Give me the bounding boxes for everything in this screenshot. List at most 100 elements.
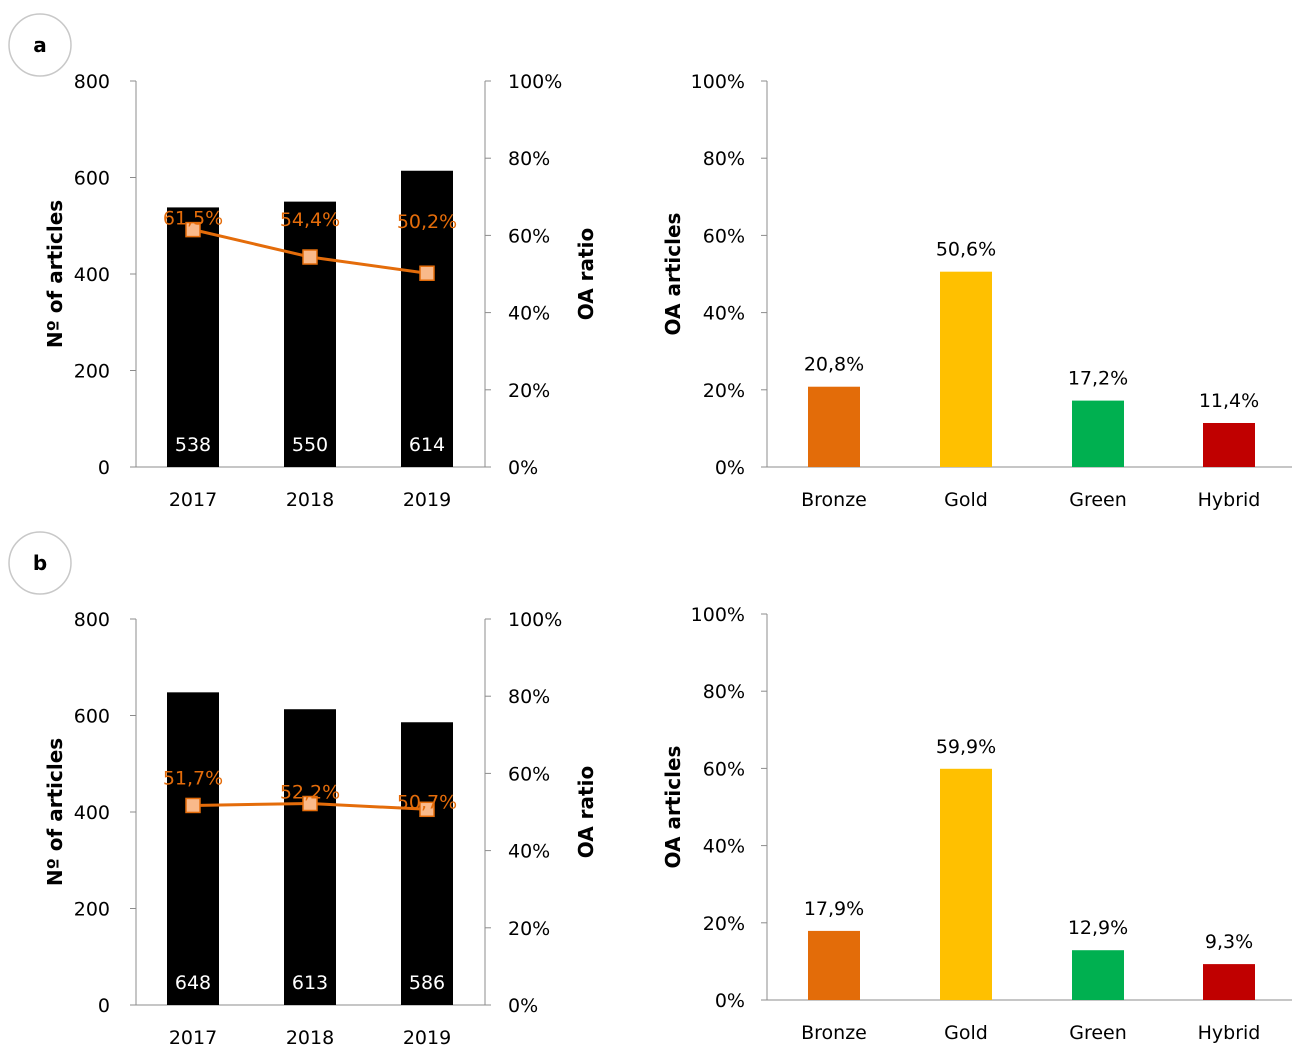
y-tick-label: 40% [703, 303, 745, 325]
oa-ratio-label: 61,5% [163, 208, 223, 230]
y-tick-label-right: 60% [508, 763, 550, 785]
y-tick-label-left: 200 [74, 361, 110, 383]
y-axis-title: OA articles [661, 746, 685, 869]
oa-type-bar [808, 930, 860, 1000]
oa-type-bar [808, 386, 860, 467]
article-count-bar [401, 722, 453, 1005]
y-tick-label-left: 0 [98, 995, 110, 1017]
x-tick-label: 2019 [403, 489, 451, 511]
y-tick-label-left: 600 [74, 706, 110, 728]
y-tick-label-left: 0 [98, 457, 110, 479]
panel-a-label: a [33, 33, 47, 57]
oa-ratio-label: 50,7% [397, 791, 457, 813]
oa-type-bar [940, 271, 992, 467]
y-tick-label-left: 800 [74, 71, 110, 93]
article-count-bar [167, 207, 219, 468]
chart-a-oa-types: 100% 80% 60% 40% 20% 0% OA articles 20,8% Bronze… [661, 71, 1292, 511]
y-axis-title-right: OA ratio [574, 228, 598, 320]
bar-value-label: 614 [409, 434, 445, 456]
y-axis-title-left: Nº of articles [43, 200, 67, 348]
y-tick-label-right: 40% [508, 303, 550, 325]
chart-a-articles-ratio: 800 600 400 200 0 100% 80% 60% 40% 20% 0% Nº of art… [43, 71, 598, 511]
bar-value-label: 538 [175, 434, 211, 456]
y-tick-label-left: 600 [74, 168, 110, 190]
y-tick-label: 60% [703, 225, 745, 247]
y-tick-label: 80% [703, 681, 745, 703]
oa-type-bar [1072, 950, 1124, 1000]
y-axis-title: OA articles [661, 213, 685, 336]
oa-type-value-label: 12,9% [1068, 917, 1128, 939]
panel-a-badge: a [8, 13, 72, 77]
y-tick-label-right: 60% [508, 225, 550, 247]
x-tick-label: Gold [944, 1022, 988, 1044]
oa-ratio-label: 51,7% [163, 767, 223, 789]
y-tick-label: 100% [691, 604, 745, 626]
oa-type-value-label: 20,8% [804, 354, 864, 376]
y-tick-label-right: 20% [508, 380, 550, 402]
panel-b-label: b [33, 551, 47, 575]
oa-type-value-label: 17,2% [1068, 368, 1128, 390]
oa-ratio-marker [419, 265, 435, 281]
oa-type-value-label: 9,3% [1205, 931, 1253, 953]
y-tick-label-right: 80% [508, 686, 550, 708]
oa-ratio-marker [185, 221, 201, 238]
y-tick-label: 20% [703, 380, 745, 402]
x-tick-label: 2019 [403, 1027, 451, 1049]
oa-type-bar [1072, 400, 1124, 467]
y-tick-label: 40% [703, 836, 745, 858]
bar-value-label: 586 [409, 972, 445, 994]
x-tick-label: 2018 [286, 489, 334, 511]
x-tick-label: 2017 [169, 489, 217, 511]
y-tick-label-left: 400 [74, 802, 110, 824]
oa-ratio-label: 54,4% [280, 209, 340, 231]
y-tick-label: 20% [703, 913, 745, 935]
y-tick-label-right: 80% [508, 148, 550, 170]
x-tick-label: Green [1069, 1022, 1127, 1044]
y-tick-label: 100% [691, 71, 745, 93]
bar-value-label: 550 [292, 434, 328, 456]
y-tick-label: 0% [715, 990, 745, 1012]
oa-ratio-marker [302, 795, 318, 812]
x-tick-label: Hybrid [1198, 489, 1261, 511]
y-axis-title-right: OA ratio [574, 766, 598, 858]
oa-type-bar [1203, 964, 1255, 1000]
x-tick-label: 2018 [286, 1027, 334, 1049]
x-tick-label: Bronze [801, 1022, 867, 1044]
x-tick-label: Gold [944, 489, 988, 511]
y-tick-label: 0% [715, 457, 745, 479]
oa-ratio-marker [419, 801, 435, 818]
y-tick-label: 60% [703, 758, 745, 780]
y-tick-label-right: 100% [508, 71, 562, 93]
bar-value-label: 648 [175, 972, 211, 994]
oa-type-value-label: 11,4% [1199, 390, 1259, 412]
chart-b-oa-types: 100% 80% 60% 40% 20% 0% OA articles 17,9% Bronze… [661, 604, 1292, 1044]
y-tick-label-left: 800 [74, 609, 110, 631]
bar-value-label: 613 [292, 972, 328, 994]
oa-ratio-marker [185, 797, 201, 814]
x-tick-label: Bronze [801, 489, 867, 511]
y-tick-label-right: 20% [508, 918, 550, 940]
y-tick-label-right: 0% [508, 457, 538, 479]
y-tick-label-left: 200 [74, 899, 110, 921]
x-tick-label: Green [1069, 489, 1127, 511]
oa-type-value-label: 59,9% [936, 736, 996, 758]
y-tick-label: 80% [703, 148, 745, 170]
oa-ratio-marker [302, 249, 318, 265]
panel-b-badge: b [8, 531, 72, 595]
article-count-bar [401, 170, 453, 467]
y-tick-label-right: 40% [508, 841, 550, 863]
chart-b-articles-ratio: 800 600 400 200 0 100% 80% 60% 40% 20% 0% Nº of art… [43, 609, 598, 1049]
oa-ratio-label: 50,2% [397, 211, 457, 233]
y-tick-label-right: 0% [508, 995, 538, 1017]
oa-type-bar [940, 768, 992, 1000]
article-count-bar [284, 201, 336, 467]
oa-type-bar [1203, 422, 1255, 467]
x-tick-label: 2017 [169, 1027, 217, 1049]
y-axis-title-left: Nº of articles [43, 738, 67, 886]
article-count-bar [284, 709, 336, 1005]
article-count-bar [167, 692, 219, 1005]
oa-type-value-label: 50,6% [936, 239, 996, 261]
x-tick-label: Hybrid [1198, 1022, 1261, 1044]
oa-ratio-label: 52,2% [280, 782, 340, 804]
